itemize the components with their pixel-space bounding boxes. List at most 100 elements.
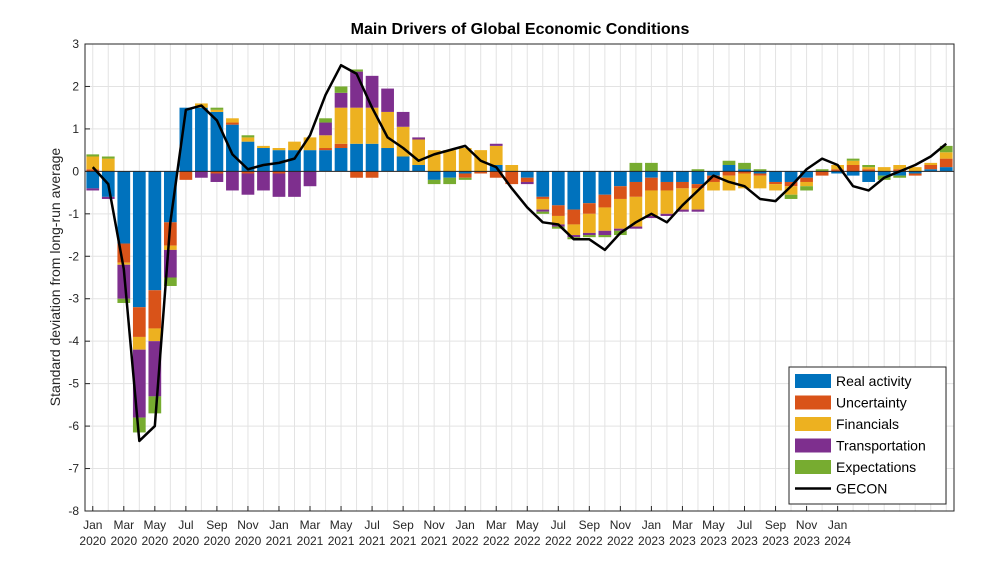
bar-real-activity (427, 171, 441, 180)
bar-uncertainty (226, 122, 239, 125)
bar-financials (567, 224, 581, 236)
x-tick-label-year: 2022 (452, 534, 479, 548)
x-tick-label-year: 2024 (824, 534, 851, 548)
bar-uncertainty (582, 203, 596, 214)
x-tick-label-month: Nov (237, 518, 258, 532)
bar-expectations (101, 156, 115, 159)
x-tick-label-month: Jul (551, 518, 566, 532)
bar-expectations (784, 194, 798, 199)
bar-financials (614, 198, 627, 229)
bar-real-activity (598, 171, 612, 195)
x-tick-label-year: 2023 (669, 534, 696, 548)
legend-box (788, 366, 947, 505)
bar-uncertainty (645, 177, 658, 191)
legend-swatch-real-activity (795, 374, 831, 388)
bar-real-activity (551, 171, 565, 206)
bar-expectations (800, 186, 813, 191)
x-tick-label-month: Jan (642, 518, 661, 532)
x-tick-label-year: 2023 (700, 534, 727, 548)
bar-real-activity (334, 148, 348, 172)
bar-real-activity (691, 171, 705, 185)
bar-real-activity (660, 171, 674, 182)
bar-expectations (846, 158, 860, 161)
bar-expectations (753, 169, 767, 172)
bar-real-activity (722, 164, 736, 172)
x-tick-label-month: Jan (83, 518, 102, 532)
x-tick-label-year: 2020 (110, 534, 137, 548)
bar-expectations (536, 211, 550, 214)
bar-financials (365, 107, 379, 144)
bar-expectations (722, 160, 736, 165)
bar-expectations (458, 177, 472, 180)
bar-real-activity (846, 171, 860, 176)
legend-label-transportation: Transportation (836, 438, 926, 454)
bar-financials (629, 196, 643, 227)
bar-real-activity (272, 150, 286, 172)
bar-expectations (443, 177, 457, 185)
bar-uncertainty (831, 169, 844, 172)
bar-transportation (272, 173, 286, 197)
bar-financials (676, 188, 689, 210)
bar-uncertainty (350, 171, 363, 178)
bar-transportation (536, 209, 550, 212)
bar-transportation (660, 213, 674, 216)
axes (84, 43, 955, 512)
x-tick-label-month: Sep (579, 518, 601, 532)
x-tick-label-month: Jan (456, 518, 475, 532)
bar-financials (877, 167, 891, 172)
bar-expectations (86, 154, 100, 157)
bar-uncertainty (520, 177, 534, 182)
x-tick-label-month: May (516, 518, 539, 532)
chart-title: Main Drivers of Global Economic Conditio… (351, 21, 690, 38)
bar-financials (536, 198, 550, 210)
legend-label-expectations: Expectations (836, 459, 916, 475)
gecon-line-layer (91, 63, 948, 443)
bar-transportation (614, 228, 627, 231)
bar-financials (148, 328, 162, 342)
bar-uncertainty (784, 181, 798, 187)
bar-expectations (691, 169, 705, 172)
bar-uncertainty (210, 171, 224, 174)
bar-expectations (427, 179, 441, 185)
y-tick-label: -1 (68, 207, 79, 221)
bar-financials (707, 181, 720, 191)
y-tick-label: -8 (68, 504, 79, 518)
bar-uncertainty (815, 171, 829, 176)
bar-uncertainty (458, 173, 472, 178)
bar-real-activity (614, 171, 627, 187)
bar-transportation (241, 173, 255, 195)
x-tick-label-year: 2021 (359, 534, 386, 548)
y-tick-label: -3 (68, 292, 79, 306)
bar-uncertainty (474, 171, 488, 174)
bar-real-activity (381, 148, 394, 172)
bar-real-activity (148, 171, 162, 291)
legend-label-financials: Financials (836, 416, 899, 432)
bar-transportation (520, 181, 534, 185)
bar-financials (350, 107, 363, 144)
legend-label-gecon: GECON (836, 481, 887, 497)
bar-uncertainty (924, 164, 938, 170)
bar-expectations (582, 235, 596, 238)
bar-uncertainty (722, 171, 736, 176)
bar-transportation (489, 143, 503, 146)
x-tick-label-month: Sep (206, 518, 228, 532)
bar-transportation (629, 226, 643, 229)
bar-real-activity (769, 171, 782, 182)
bar-financials (241, 137, 255, 142)
bar-transportation (567, 235, 581, 238)
bar-financials (831, 164, 844, 170)
bar-real-activity (645, 171, 658, 178)
bar-expectations (629, 162, 643, 172)
x-tick-label-year: 2022 (483, 534, 510, 548)
bar-transportation (350, 71, 363, 108)
bar-uncertainty (179, 171, 193, 180)
bar-financials (257, 145, 270, 149)
x-tick-label-month: Jul (178, 518, 193, 532)
bar-uncertainty (319, 148, 332, 151)
x-tick-label-month: Mar (113, 518, 134, 532)
bar-transportation (101, 196, 115, 199)
x-tick-label-month: Sep (765, 518, 787, 532)
bar-expectations (939, 145, 953, 153)
bar-real-activity (567, 171, 581, 210)
bar-financials (551, 215, 565, 225)
